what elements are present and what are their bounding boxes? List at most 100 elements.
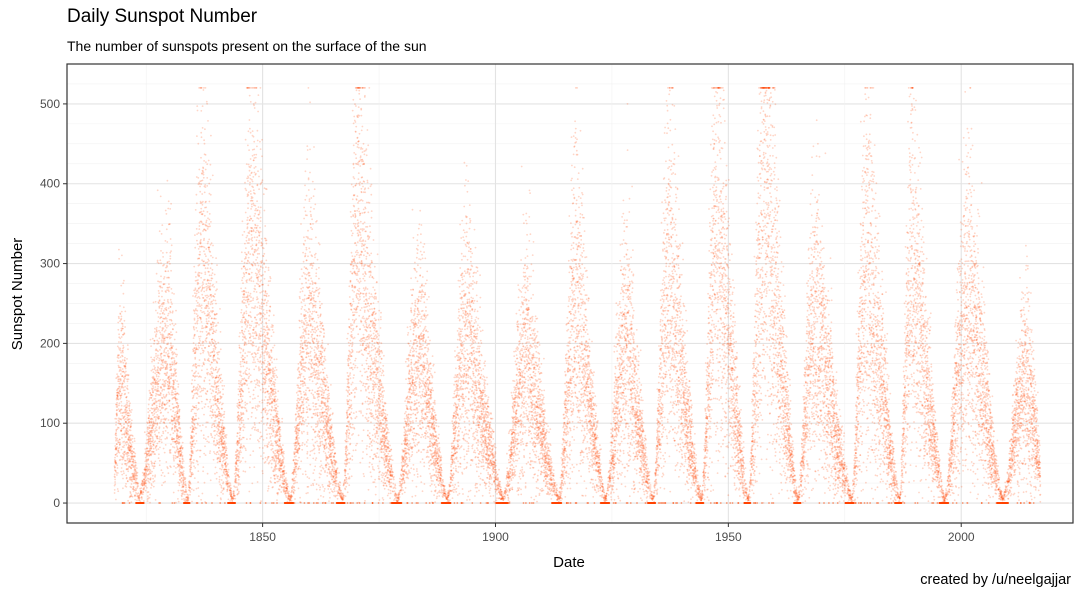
data-point [132, 451, 135, 453]
data-point [208, 379, 211, 382]
data-point [245, 247, 247, 250]
data-point [239, 332, 241, 334]
data-point [222, 402, 224, 405]
data-point [243, 296, 246, 299]
data-point [194, 356, 197, 359]
data-point [201, 330, 204, 333]
data-point [254, 212, 257, 215]
data-point [209, 414, 212, 417]
data-point [127, 451, 129, 454]
data-point [129, 410, 131, 412]
data-point [213, 286, 216, 288]
data-point [204, 154, 207, 156]
data-point [262, 416, 265, 418]
data-point [268, 378, 271, 380]
data-point [245, 360, 248, 363]
data-point [241, 399, 244, 402]
data-point [116, 467, 119, 469]
data-point [257, 349, 260, 352]
data-point [126, 455, 129, 458]
data-point [196, 502, 199, 504]
data-point [136, 471, 139, 474]
data-point [213, 369, 215, 372]
data-point [254, 264, 257, 267]
data-point [158, 230, 161, 233]
data-point [215, 402, 217, 405]
data-point [143, 431, 146, 434]
data-point [213, 322, 216, 324]
data-point [257, 366, 260, 369]
data-point [243, 316, 245, 319]
data-point [268, 433, 271, 435]
data-point [255, 405, 257, 407]
data-point [126, 406, 128, 409]
data-point [163, 348, 166, 351]
data-point [196, 386, 199, 389]
data-point [256, 379, 259, 382]
data-point [243, 330, 246, 333]
data-point [238, 453, 241, 456]
data-point [160, 469, 163, 472]
data-point [140, 496, 143, 499]
data-point [129, 445, 132, 448]
data-point [218, 410, 220, 413]
data-point [135, 489, 138, 491]
data-point [243, 311, 246, 314]
data-point [250, 296, 252, 299]
data-point [117, 451, 120, 453]
data-point [255, 226, 258, 229]
data-point [124, 385, 126, 388]
data-point [124, 412, 126, 414]
data-point [159, 436, 161, 438]
data-point [200, 376, 202, 378]
data-point [250, 339, 252, 342]
data-point [279, 443, 281, 445]
data-point [117, 441, 119, 444]
data-point [209, 303, 212, 306]
data-point [115, 498, 117, 501]
data-point [128, 412, 130, 415]
data-point [190, 410, 193, 413]
data-point [258, 307, 261, 310]
data-point [122, 351, 124, 354]
data-point [207, 263, 210, 266]
data-point [250, 234, 253, 236]
data-point [116, 345, 119, 348]
data-point [162, 311, 164, 314]
data-point [124, 365, 127, 368]
data-point [259, 230, 262, 233]
data-point [220, 373, 223, 376]
data-point [207, 302, 210, 305]
data-point [118, 385, 120, 388]
data-point [196, 449, 199, 452]
data-point [181, 498, 183, 501]
data-point [239, 363, 242, 366]
data-point [160, 434, 163, 437]
data-point [128, 438, 131, 441]
data-point [124, 462, 127, 465]
data-point [131, 472, 134, 475]
data-point [206, 177, 209, 179]
data-point [251, 320, 253, 323]
data-point [260, 307, 263, 310]
data-point [126, 399, 128, 402]
data-point [123, 415, 125, 418]
data-point [132, 487, 135, 490]
data-point [133, 478, 136, 481]
data-point [144, 489, 147, 492]
data-point [262, 283, 264, 286]
data-point [257, 264, 260, 267]
data-point [256, 296, 258, 298]
data-point [239, 429, 242, 431]
data-point [242, 423, 245, 426]
data-point [170, 443, 172, 446]
data-point [192, 342, 195, 344]
data-point [235, 462, 238, 465]
data-point [168, 405, 171, 407]
data-point [114, 461, 117, 464]
data-point [209, 288, 212, 291]
data-point [249, 454, 252, 456]
data-point [170, 349, 172, 351]
data-point [170, 372, 173, 375]
data-point [130, 422, 133, 425]
